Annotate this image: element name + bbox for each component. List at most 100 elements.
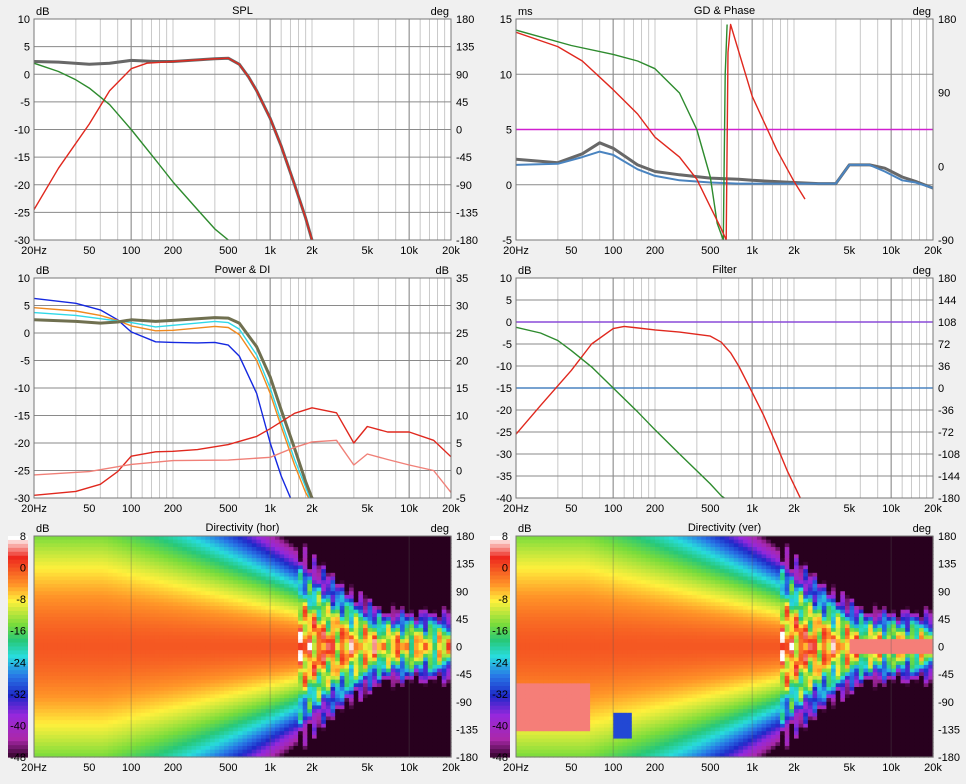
heatmap-cell xyxy=(90,654,95,658)
heatmap-cell xyxy=(340,658,345,662)
heatmap-cell xyxy=(284,536,289,540)
heatmap-cell xyxy=(293,606,298,610)
heatmap-cell xyxy=(141,716,146,720)
heatmap-cell xyxy=(71,621,76,625)
heatmap-cell xyxy=(108,705,113,709)
heatmap-cell xyxy=(321,746,326,750)
heatmap-cell xyxy=(256,584,261,588)
heatmap-cell xyxy=(80,698,85,702)
heatmap-cell xyxy=(233,573,238,577)
heatmap-cell xyxy=(256,621,261,625)
heatmap-cell xyxy=(80,694,85,698)
heatmap-cell xyxy=(196,702,201,706)
heatmap-cell xyxy=(154,650,159,654)
heatmap-cell xyxy=(145,650,150,654)
heatmap-cell xyxy=(340,687,345,691)
heatmap-cell xyxy=(243,746,248,750)
heatmap-cell xyxy=(122,724,127,728)
heatmap-cell xyxy=(307,691,312,695)
heatmap-cell xyxy=(141,624,146,628)
heatmap-cell xyxy=(76,547,81,551)
heatmap-cell xyxy=(293,735,298,739)
heatmap-cell xyxy=(39,702,44,706)
heatmap-cell xyxy=(85,632,90,636)
heatmap-cell xyxy=(326,731,331,735)
heatmap-cell xyxy=(99,551,104,555)
heatmap-cell xyxy=(136,735,141,739)
heatmap-cell xyxy=(196,728,201,732)
x-tick-label: 100 xyxy=(122,245,140,257)
heatmap-cell xyxy=(261,628,266,632)
heatmap-cell xyxy=(145,580,150,584)
heatmap-cell xyxy=(219,728,224,732)
heatmap-cell xyxy=(117,698,122,702)
heatmap-cell xyxy=(76,599,81,603)
heatmap-cell xyxy=(229,739,234,743)
heatmap-cell xyxy=(104,580,109,584)
heatmap-cell xyxy=(94,617,99,621)
heatmap-cell xyxy=(368,698,373,702)
heatmap-cell xyxy=(335,569,340,573)
heatmap-cell xyxy=(391,750,396,754)
heatmap-cell xyxy=(159,735,164,739)
heatmap-cell xyxy=(238,617,243,621)
heatmap-cell xyxy=(192,547,197,551)
heatmap-cell xyxy=(136,742,141,746)
heatmap-cell xyxy=(192,580,197,584)
heatmap-cell xyxy=(39,683,44,687)
heatmap-cell xyxy=(113,543,118,547)
heatmap-cell xyxy=(270,687,275,691)
heatmap-cell xyxy=(187,606,192,610)
heatmap-cell xyxy=(298,543,303,547)
heatmap-cell xyxy=(224,554,229,558)
heatmap-cell xyxy=(187,680,192,684)
heatmap-cell xyxy=(141,702,146,706)
heatmap-cell xyxy=(368,705,373,709)
heatmap-cell xyxy=(340,610,345,614)
heatmap-cell xyxy=(382,632,387,636)
heatmap-cell xyxy=(62,742,67,746)
heatmap-cell xyxy=(43,724,48,728)
heatmap-cell xyxy=(154,554,159,558)
heatmap-cell xyxy=(215,536,220,540)
heatmap-cell xyxy=(108,595,113,599)
heatmap-cell xyxy=(164,665,169,669)
heatmap-cell xyxy=(275,551,280,555)
heatmap-cell xyxy=(247,683,252,687)
heatmap-cell xyxy=(233,676,238,680)
heatmap-cell xyxy=(382,724,387,728)
heatmap-cell xyxy=(210,558,215,562)
heatmap-cell xyxy=(289,569,294,573)
heatmap-cell xyxy=(201,591,206,595)
heatmap-cell xyxy=(71,658,76,662)
heatmap-cell xyxy=(159,643,164,647)
heatmap-cell xyxy=(247,746,252,750)
heatmap-cell xyxy=(53,595,58,599)
heatmap-cell xyxy=(233,724,238,728)
heatmap-cell xyxy=(391,702,396,706)
heatmap-cell xyxy=(358,683,363,687)
heatmap-cell xyxy=(382,676,387,680)
heatmap-cell xyxy=(136,573,141,577)
heatmap-cell xyxy=(66,569,71,573)
heatmap-cell xyxy=(363,558,368,562)
heatmap-cell xyxy=(187,742,192,746)
heatmap-cell xyxy=(261,680,266,684)
heatmap-cell xyxy=(358,658,363,662)
heatmap-cell xyxy=(229,569,234,573)
heatmap-cell xyxy=(94,750,99,754)
heatmap-cell xyxy=(34,595,39,599)
heatmap-cell xyxy=(150,724,155,728)
heatmap-cell xyxy=(210,728,215,732)
heatmap-cell xyxy=(53,577,58,581)
heatmap-cell xyxy=(182,536,187,540)
heatmap-cell xyxy=(182,647,187,651)
heatmap-cell xyxy=(303,687,308,691)
heatmap-cell xyxy=(344,739,349,743)
heatmap-cell xyxy=(391,621,396,625)
heatmap-cell xyxy=(284,720,289,724)
heatmap-cell xyxy=(39,635,44,639)
heatmap-cell xyxy=(224,647,229,651)
heatmap-cell xyxy=(196,577,201,581)
heatmap-cell xyxy=(312,643,317,647)
